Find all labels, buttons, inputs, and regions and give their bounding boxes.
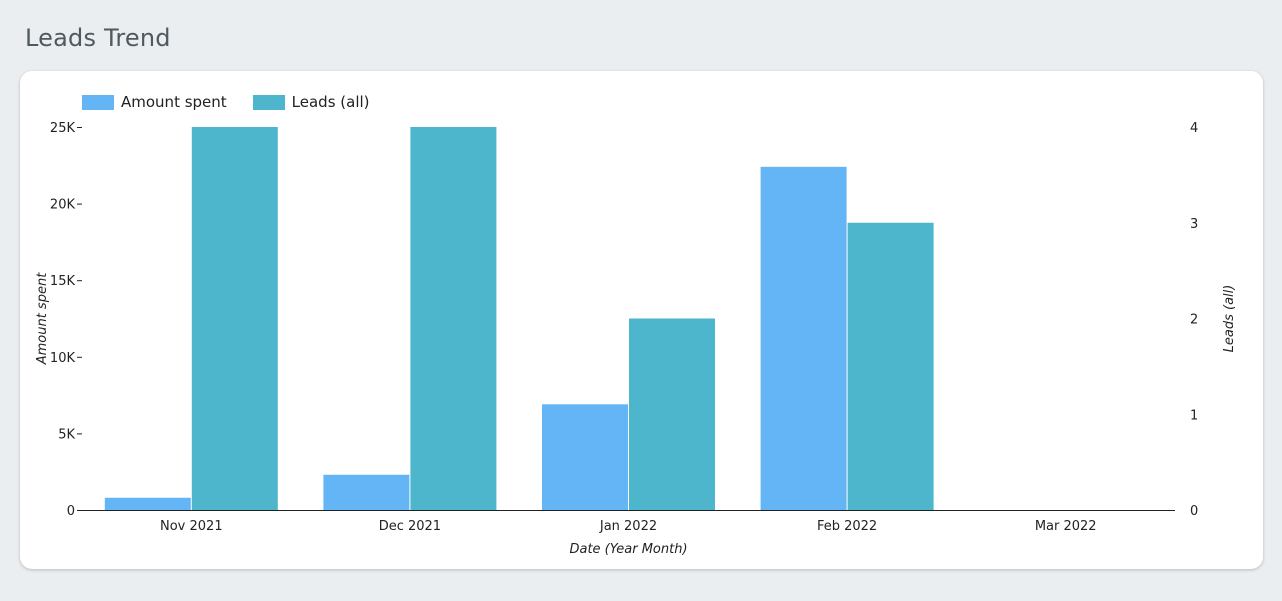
bar-amount-spent-0 (104, 497, 191, 510)
page-title: Leads Trend (25, 24, 171, 52)
legend-label-amount-spent: Amount spent (121, 93, 227, 111)
legend-label-leads: Leads (all) (291, 93, 370, 111)
y2-tick-label: 3 (1190, 217, 1198, 232)
y2-tick-label: 4 (1190, 121, 1198, 136)
bar-leads-3 (847, 222, 934, 510)
bar-leads-0 (191, 127, 278, 510)
bar-chart: Nov 2021 Dec 2021 Jan 2022 Feb 2022 Mar 2022… (35, 121, 1237, 557)
x-tick-label: Feb 2022 (817, 519, 877, 534)
y2-axis-title: Leads (all) (1222, 285, 1237, 353)
x-axis-title: Date (Year Month) (569, 542, 687, 557)
y2-tick-label: 1 (1190, 408, 1198, 423)
y-tick-label: 10K (50, 351, 76, 366)
bar-amount-spent-3 (760, 166, 847, 510)
bar-leads-1 (410, 127, 497, 510)
legend-item-leads[interactable]: Leads (all) (252, 93, 370, 111)
x-tick-label: Mar 2022 (1035, 519, 1097, 534)
y-tick-label: 15K (50, 274, 76, 289)
chart-card: Amount spent Leads (all) Nov 2021 Dec 202… (20, 71, 1263, 569)
x-tick-label: Nov 2021 (160, 519, 223, 534)
y2-tick-label: 0 (1190, 504, 1198, 519)
x-tick-label: Jan 2022 (599, 519, 657, 534)
bar-amount-spent-1 (323, 474, 410, 510)
chart-legend: Amount spent Leads (all) (82, 93, 396, 111)
x-tick-label: Dec 2021 (379, 519, 441, 534)
y2-tick-label: 2 (1190, 313, 1198, 328)
bar-amount-spent-2 (542, 404, 628, 510)
legend-swatch-leads (252, 94, 285, 110)
y-tick-label: 0 (67, 504, 75, 519)
legend-item-amount-spent[interactable]: Amount spent (82, 93, 227, 111)
y-tick-label: 20K (50, 198, 76, 213)
y-tick-label: 5K (58, 427, 75, 442)
legend-swatch-amount-spent (82, 94, 114, 110)
y-tick-label: 25K (50, 121, 76, 136)
bar-leads-2 (629, 318, 715, 510)
y-axis-title: Amount spent (35, 272, 50, 365)
